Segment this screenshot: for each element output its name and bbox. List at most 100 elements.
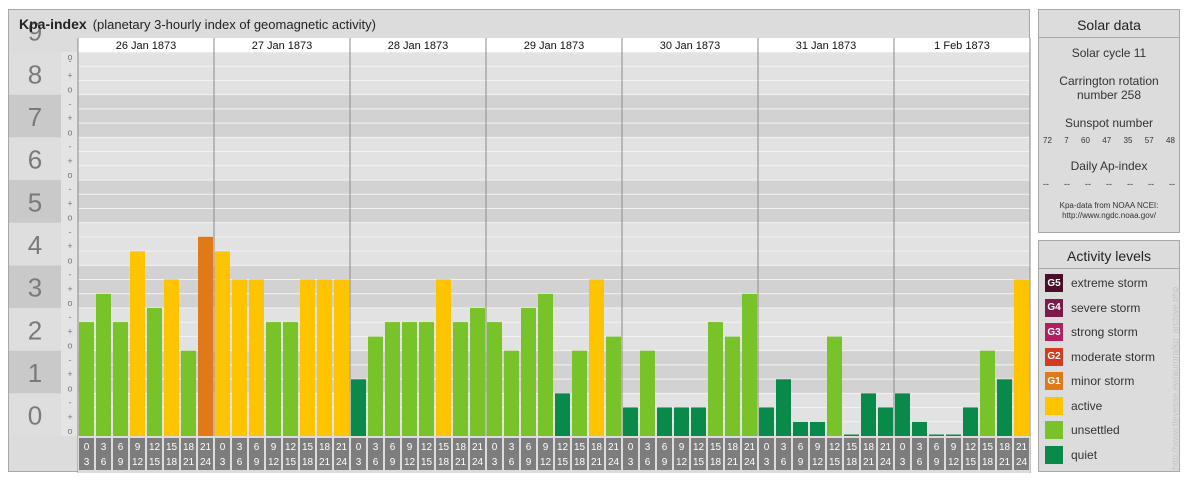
interval-cell (198, 438, 213, 470)
kp-bar (623, 407, 638, 436)
y-subtick-label: - (69, 398, 72, 408)
interval-end-label: 24 (200, 457, 212, 468)
interval-cell (997, 438, 1012, 470)
y-band-label-bg (9, 393, 61, 436)
sunspot-value: 72 (1043, 136, 1052, 145)
y-band-label-bg (9, 350, 61, 394)
kp-bar (470, 308, 485, 436)
y-subtick-label: o (67, 127, 72, 137)
y-tick-label: 1 (28, 358, 42, 388)
legend-item: G4 severe storm (1039, 296, 1179, 321)
y-tick-label: 4 (28, 230, 42, 260)
kp-bar (589, 279, 604, 436)
y-subtick-label: + (67, 113, 72, 123)
y-subtick-label: + (67, 284, 72, 294)
interval-end-label: 21 (183, 457, 195, 468)
interval-cell (861, 438, 876, 470)
interval-cell (419, 438, 434, 470)
legend-swatch: G3 (1045, 323, 1063, 342)
interval-start-label: 6 (798, 442, 804, 453)
kp-bar (674, 407, 689, 436)
interval-end-label: 24 (744, 457, 756, 468)
interval-start-label: 12 (285, 442, 297, 453)
interval-start-label: 3 (373, 442, 379, 453)
interval-start-label: 18 (319, 442, 331, 453)
y-subtick-label: o (67, 341, 72, 351)
interval-start-label: 12 (693, 442, 705, 453)
ap-value: -- (1106, 179, 1112, 189)
kp-bar (96, 293, 111, 436)
y-band (78, 137, 1030, 180)
y-subtick-column (61, 52, 78, 436)
interval-end-label: 6 (237, 457, 243, 468)
y-subtick-label: - (69, 355, 72, 365)
interval-end-label: 15 (421, 457, 433, 468)
interval-start-label: 6 (662, 442, 668, 453)
interval-end-label: 6 (101, 457, 107, 468)
kp-bar (385, 322, 400, 436)
y-band (78, 180, 1030, 223)
interval-cell (1014, 438, 1029, 470)
y-band-label-bg (9, 308, 61, 351)
sunspot-value: 47 (1102, 136, 1112, 145)
interval-end-label: 18 (302, 457, 314, 468)
interval-start-label: 3 (101, 442, 107, 453)
interval-end-label: 21 (727, 457, 739, 468)
interval-start-label: 0 (84, 442, 90, 453)
interval-end-label: 9 (526, 457, 532, 468)
y-subtick-label: + (67, 70, 72, 80)
interval-start-label: 15 (302, 442, 314, 453)
interval-end-label: 24 (608, 457, 620, 468)
source-link[interactable]: http://www.ngdc.noaa.gov/ (1062, 211, 1156, 220)
sunspot-value: 35 (1123, 136, 1133, 145)
interval-cell (487, 438, 502, 470)
legend-item: G5 extreme storm (1039, 271, 1179, 296)
interval-start-label: 9 (951, 442, 957, 453)
interval-end-label: 3 (84, 457, 90, 468)
kp-bar (317, 279, 332, 436)
chart-subtitle: (planetary 3-hourly index of geomagnetic… (92, 17, 376, 32)
interval-cell (793, 438, 808, 470)
legend-swatch (1045, 421, 1063, 440)
kp-bar (963, 407, 978, 436)
interval-end-label: 21 (999, 457, 1011, 468)
interval-start-label: 15 (574, 442, 586, 453)
y-subtick-label: + (67, 326, 72, 336)
sunspot-value: 48 (1166, 136, 1175, 145)
kp-bar (249, 279, 264, 436)
y-subtick-label: + (67, 412, 72, 422)
interval-start-label: 12 (421, 442, 433, 453)
kp-bar (861, 393, 876, 436)
y-tick-label: 6 (28, 145, 42, 175)
interval-start-label: 9 (407, 442, 413, 453)
interval-start-label: 21 (336, 442, 348, 453)
interval-start-label: 15 (846, 442, 858, 453)
interval-end-label: 12 (540, 457, 552, 468)
interval-start-label: 15 (710, 442, 722, 453)
interval-end-label: 15 (693, 457, 705, 468)
interval-start-label: 3 (645, 442, 651, 453)
interval-start-label: 21 (1016, 442, 1028, 453)
y-subtick-label: o (67, 255, 72, 265)
sunspot-value: 7 (1064, 136, 1069, 145)
y-tick-label: 7 (28, 102, 42, 132)
y-tick-label: 3 (28, 273, 42, 303)
kp-bar (997, 379, 1012, 436)
day-label: 30 Jan 1873 (660, 40, 721, 52)
interval-start-label: 18 (455, 442, 467, 453)
legend-label: unsettled (1071, 423, 1120, 438)
kp-bar (436, 279, 451, 436)
y-subtick-label: + (67, 241, 72, 251)
y-tick-label: 2 (28, 315, 42, 345)
y-band-label-bg (9, 137, 61, 180)
kp-bar (844, 434, 859, 436)
interval-start-label: 3 (781, 442, 787, 453)
y-subtick-label: - (69, 184, 72, 194)
day-label: 26 Jan 1873 (116, 40, 177, 52)
interval-start-label: 0 (492, 442, 498, 453)
interval-start-label: 0 (764, 442, 770, 453)
y-band-label-bg (9, 222, 61, 266)
legend-label: severe storm (1071, 300, 1141, 315)
sunspot-values: 72 7 60 47 35 57 48 (1039, 136, 1179, 145)
interval-cell (708, 438, 723, 470)
